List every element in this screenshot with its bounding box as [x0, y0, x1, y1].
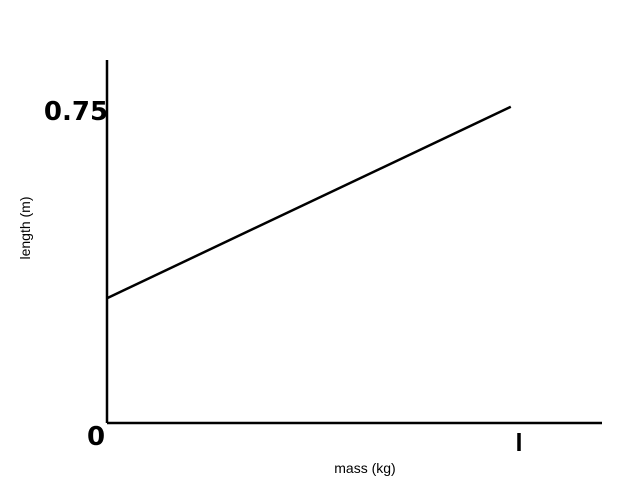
- x-tick-label-origin: 0: [87, 422, 105, 452]
- series-line: [106, 105, 512, 300]
- x-axis-label: mass (kg): [334, 460, 395, 476]
- y-axis-label: length (m): [17, 196, 33, 259]
- y-tick-label: 0.75: [44, 97, 108, 127]
